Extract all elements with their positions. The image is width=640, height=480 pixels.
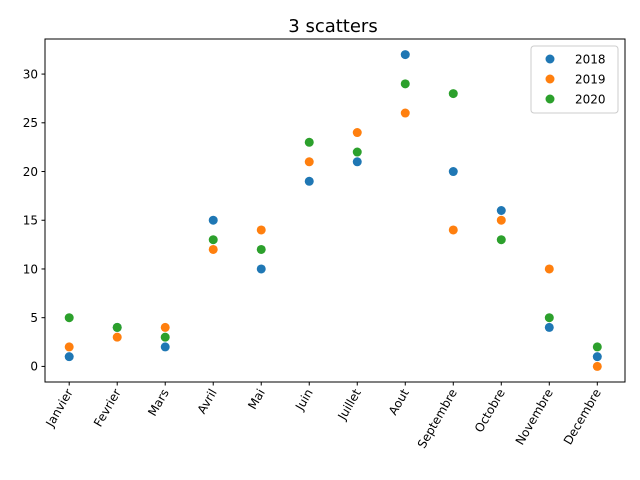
point-2019-decembre	[592, 361, 602, 371]
point-2018-juillet	[352, 157, 362, 167]
point-2019-mars	[160, 322, 170, 332]
point-2019-novembre	[544, 264, 554, 274]
x-tick-label-fevrier: Fevrier	[91, 386, 124, 429]
point-2020-fevrier	[112, 322, 122, 332]
point-2018-aout	[400, 50, 410, 60]
legend-marker-2020	[545, 94, 555, 104]
x-tick-label-avril: Avril	[195, 387, 220, 417]
x-tick-label-novembre: Novembre	[513, 387, 556, 448]
point-2020-aout	[400, 79, 410, 89]
y-axis: 0 5 10 15 20 25 30	[23, 67, 45, 374]
point-2018-avril	[208, 215, 218, 225]
x-tick-label-juin: Juin	[292, 387, 316, 414]
x-tick-label-juillet: Juillet	[335, 386, 364, 423]
point-2019-octobre	[496, 215, 506, 225]
plot-frame	[44, 38, 626, 383]
y-tick-label: 20	[23, 165, 38, 179]
point-2019-avril	[208, 244, 218, 254]
point-2020-octobre	[496, 235, 506, 245]
x-tick-label-decembre: Decembre	[561, 387, 604, 448]
x-tick-label-mars: Mars	[145, 387, 172, 419]
point-2020-decembre	[592, 342, 602, 352]
point-2019-mai	[256, 225, 266, 235]
x-tick-label-mai: Mai	[245, 387, 268, 412]
y-tick-label: 0	[30, 360, 38, 374]
x-tick-label-septembre: Septembre	[415, 386, 460, 450]
point-2019-septembre	[448, 225, 458, 235]
y-tick-label: 30	[23, 67, 38, 81]
point-2019-janvier	[64, 342, 74, 352]
x-axis: Janvier Fevrier Mars Avril Mai Juin Juillet Aou…	[43, 382, 604, 451]
x-tick-label-octobre: Octobre	[472, 387, 508, 435]
chart-title: 3 scatters	[288, 16, 377, 37]
x-tick-label-janvier: Janvier	[43, 386, 76, 430]
legend: 2018 2019 2020	[530, 45, 619, 114]
point-2018-septembre	[448, 167, 458, 177]
legend-marker-2018	[545, 54, 555, 64]
point-2020-mai	[256, 244, 266, 254]
point-2020-juin	[304, 137, 314, 147]
legend-marker-2019	[545, 74, 555, 84]
point-2018-mai	[256, 264, 266, 274]
legend-label-2018: 2018	[575, 52, 606, 66]
point-2018-octobre	[496, 206, 506, 215]
point-2018-decembre	[592, 352, 602, 362]
point-2019-juin	[304, 157, 314, 167]
legend-label-2020: 2020	[575, 92, 606, 106]
point-2018-janvier	[64, 352, 74, 362]
point-2020-janvier	[64, 313, 74, 323]
point-2019-juillet	[352, 128, 362, 138]
point-2018-mars	[160, 342, 170, 352]
x-tick-label-aout: Aout	[386, 386, 412, 417]
point-2019-fevrier	[112, 332, 122, 342]
point-2019-aout	[400, 108, 410, 118]
point-2020-novembre	[544, 313, 554, 323]
legend-label-2019: 2019	[575, 72, 606, 86]
point-2020-juillet	[352, 147, 362, 157]
point-2020-septembre	[448, 89, 458, 99]
point-2018-juin	[304, 176, 314, 186]
y-tick-label: 15	[23, 214, 38, 228]
point-2020-mars	[160, 332, 170, 342]
y-tick-label: 5	[30, 311, 38, 325]
point-2018-novembre	[544, 322, 554, 332]
y-tick-label: 10	[23, 262, 38, 276]
point-2020-avril	[208, 235, 218, 245]
y-tick-label: 25	[23, 116, 38, 130]
points-layer	[64, 50, 602, 371]
